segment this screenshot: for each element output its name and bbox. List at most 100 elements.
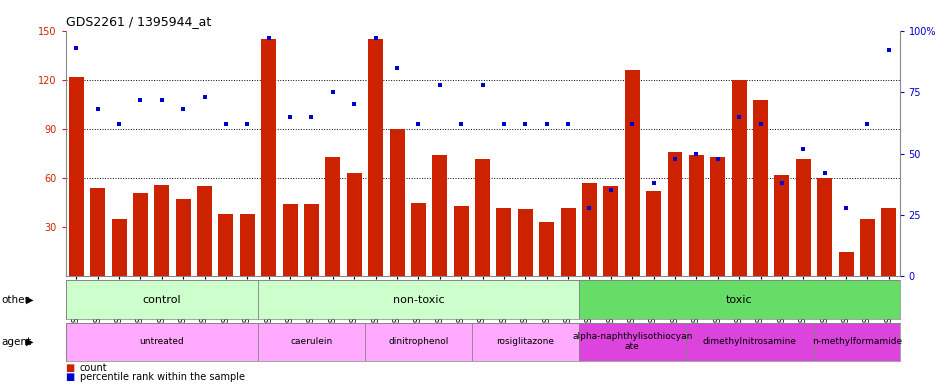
Point (90, 106, 105, 113)
FancyBboxPatch shape (364, 323, 472, 361)
FancyBboxPatch shape (257, 280, 578, 319)
Bar (538, 222, 553, 276)
Point (303, 114, 318, 120)
Point (111, 121, 126, 127)
Text: ■: ■ (66, 372, 75, 382)
Point (197, 94, 212, 100)
Text: count: count (80, 363, 107, 373)
Bar (411, 203, 426, 276)
Point (795, 146, 810, 152)
Point (346, 101, 361, 108)
Bar (261, 39, 276, 276)
Point (646, 180, 661, 186)
Point (475, 82, 490, 88)
Bar (111, 219, 126, 276)
Point (581, 205, 596, 211)
Bar (838, 252, 853, 276)
Text: rosiglitazone: rosiglitazone (496, 337, 554, 346)
Point (859, 121, 874, 127)
Point (538, 121, 553, 127)
Bar (773, 175, 788, 276)
Text: n-methylformamide: n-methylformamide (811, 337, 900, 346)
Point (68, 45, 83, 51)
Bar (518, 209, 533, 276)
Bar (453, 206, 468, 276)
Text: caerulein: caerulein (290, 337, 332, 346)
Point (518, 121, 533, 127)
FancyBboxPatch shape (578, 280, 899, 319)
Point (816, 170, 831, 176)
Bar (603, 186, 618, 276)
Bar (624, 70, 639, 276)
Point (133, 96, 148, 103)
Bar (240, 214, 255, 276)
Text: untreated: untreated (139, 337, 184, 346)
Text: agent: agent (2, 337, 32, 347)
Bar (688, 155, 703, 276)
Bar (581, 183, 596, 276)
Point (218, 121, 233, 127)
Bar (475, 159, 490, 276)
Point (283, 114, 298, 120)
Bar (795, 159, 810, 276)
Bar (283, 204, 298, 276)
Text: GDS2261 / 1395944_at: GDS2261 / 1395944_at (66, 15, 211, 28)
Bar (346, 173, 361, 276)
FancyBboxPatch shape (578, 323, 685, 361)
Text: dinitrophenol: dinitrophenol (388, 337, 448, 346)
Bar (431, 155, 446, 276)
Point (453, 121, 468, 127)
Point (431, 82, 446, 88)
Bar (646, 191, 661, 276)
Bar (218, 214, 233, 276)
Bar (731, 80, 746, 276)
Point (731, 114, 746, 120)
Bar (133, 193, 148, 276)
Bar (881, 208, 896, 276)
Point (411, 121, 426, 127)
Point (496, 121, 511, 127)
Point (325, 89, 340, 95)
Bar (859, 219, 874, 276)
Bar (325, 157, 340, 276)
Point (773, 180, 788, 186)
Point (603, 187, 618, 194)
Text: alpha-naphthylisothiocyan
ate: alpha-naphthylisothiocyan ate (572, 332, 692, 351)
Point (261, 35, 276, 41)
Bar (303, 204, 318, 276)
Bar (709, 157, 724, 276)
Text: non-toxic: non-toxic (392, 295, 444, 305)
FancyBboxPatch shape (66, 323, 257, 361)
Text: toxic: toxic (725, 295, 752, 305)
Bar (389, 129, 404, 276)
Point (838, 205, 853, 211)
Text: ▶: ▶ (25, 295, 34, 305)
Point (881, 47, 896, 53)
Point (688, 151, 703, 157)
Point (389, 65, 404, 71)
Text: dimethylnitrosamine: dimethylnitrosamine (702, 337, 796, 346)
Bar (90, 188, 105, 276)
Bar (176, 199, 190, 276)
Point (154, 96, 169, 103)
Bar (560, 208, 575, 276)
Bar (496, 208, 511, 276)
Bar (68, 76, 83, 276)
Point (753, 121, 768, 127)
Point (176, 106, 191, 113)
Point (666, 156, 681, 162)
Point (368, 35, 383, 41)
Bar (816, 178, 831, 276)
Point (560, 121, 575, 127)
Point (624, 121, 639, 127)
Text: control: control (142, 295, 181, 305)
FancyBboxPatch shape (685, 323, 813, 361)
Bar (154, 185, 169, 276)
Text: other: other (2, 295, 30, 305)
Bar (197, 186, 212, 276)
FancyBboxPatch shape (66, 280, 257, 319)
Text: ▶: ▶ (25, 337, 34, 347)
FancyBboxPatch shape (813, 323, 899, 361)
Text: ■: ■ (66, 363, 75, 373)
Bar (368, 39, 383, 276)
